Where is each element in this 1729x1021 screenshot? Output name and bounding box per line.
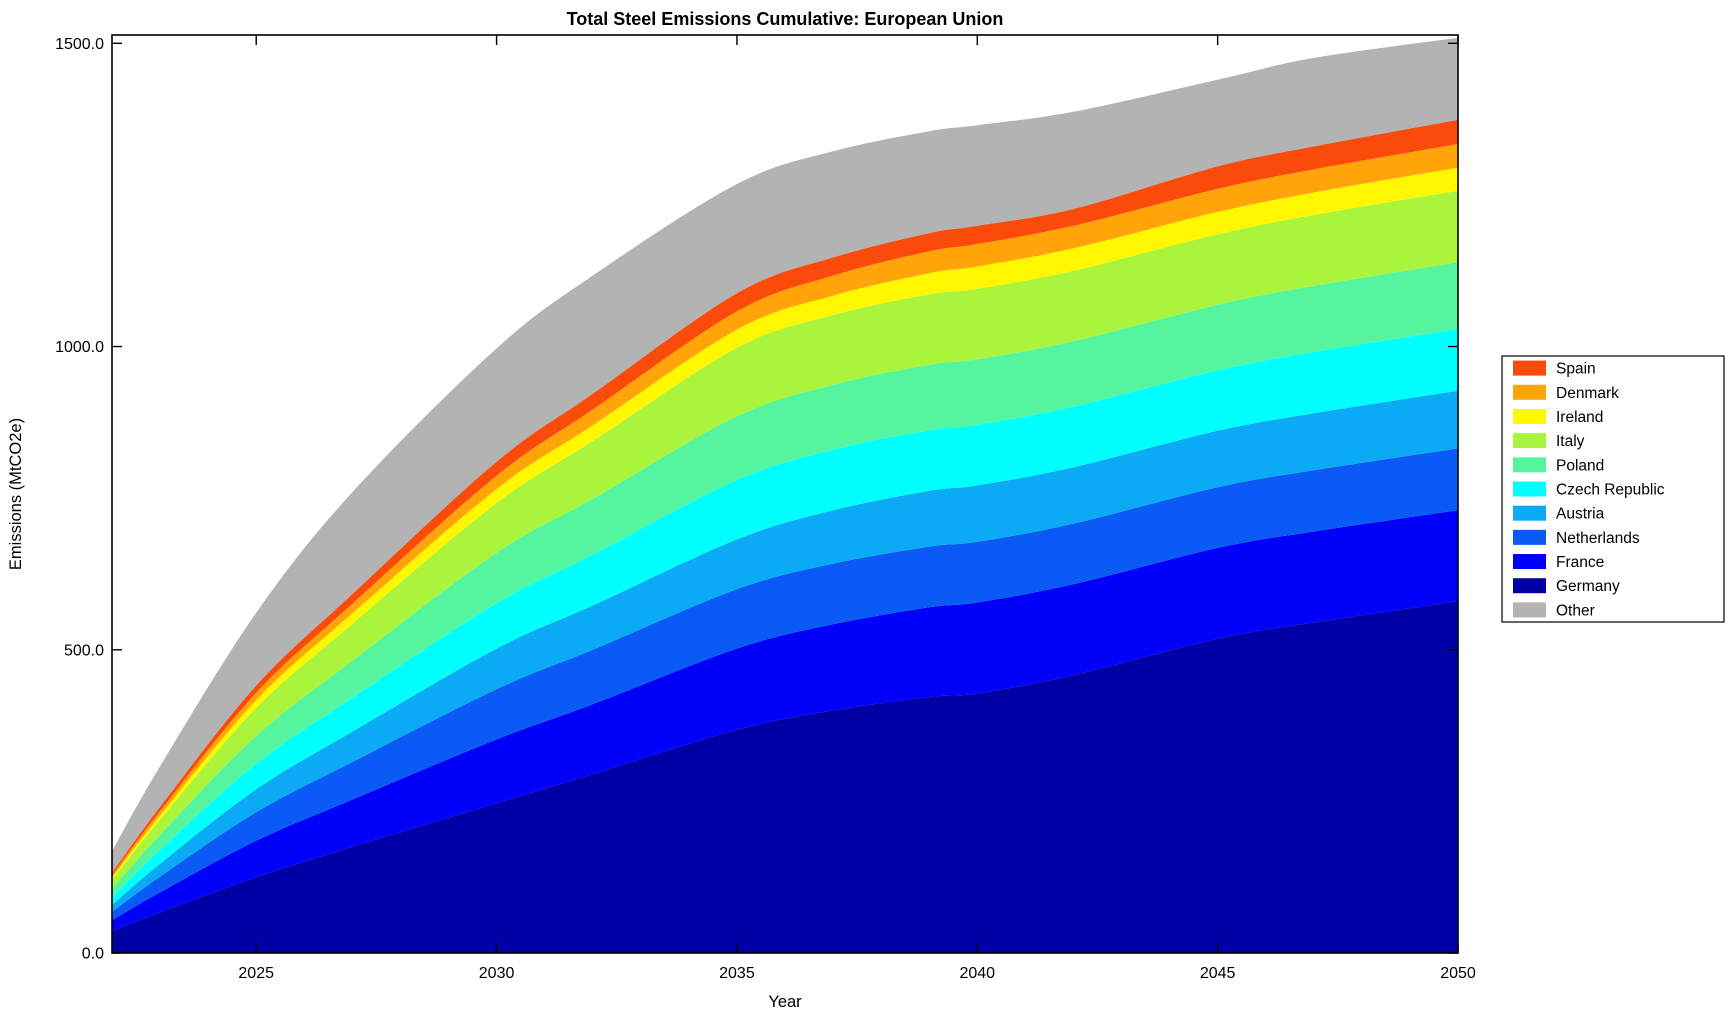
area-denmark — [112, 144, 1458, 878]
legend-label-other: Other — [1556, 602, 1595, 619]
legend-label-denmark: Denmark — [1556, 385, 1619, 402]
legend-swatch-other — [1513, 602, 1546, 618]
legend: Spain Denmark Ireland Italy Poland Czech Repu… — [1501, 355, 1725, 623]
axis-ticks — [112, 35, 1459, 954]
y-tick-label-500.0: 500.0 — [64, 642, 104, 659]
axis-tick-labels: 2025 2030 2035 2040 2045 2050 0.0 500.0 1000.0 15… — [55, 36, 1476, 982]
legend-item-spain: Spain — [1513, 360, 1596, 378]
area-poland — [112, 262, 1458, 898]
legend-label-germany: Germany — [1556, 578, 1620, 595]
legend-item-germany: Germany — [1513, 578, 1620, 595]
legend-item-netherlands: Netherlands — [1513, 529, 1640, 547]
legend-label-netherlands: Netherlands — [1556, 530, 1640, 547]
x-tick-label-2035: 2035 — [719, 965, 755, 982]
legend-swatch-denmark — [1513, 384, 1546, 400]
x-tick-label-2025: 2025 — [238, 965, 274, 982]
y-tick-label-1500.0: 1500.0 — [55, 36, 104, 53]
legend-item-denmark: Denmark — [1513, 384, 1619, 402]
legend-swatch-austria — [1513, 505, 1546, 521]
area-ireland — [112, 167, 1458, 881]
area-germany — [112, 601, 1458, 953]
area-czech-republic — [112, 328, 1458, 906]
legend-swatch-france — [1513, 554, 1546, 570]
legend-item-poland: Poland — [1513, 457, 1604, 474]
y-axis-label: Emissions (MtCO2e) — [7, 418, 25, 570]
chart-title: Total Steel Emissions Cumulative: Europe… — [567, 9, 1004, 29]
area-austria — [112, 390, 1458, 912]
legend-swatch-czech-republic — [1513, 481, 1546, 497]
legend-item-other: Other — [1513, 602, 1595, 619]
legend-label-italy: Italy — [1556, 433, 1585, 450]
legend-label-poland: Poland — [1556, 457, 1604, 474]
area-netherlands — [112, 448, 1458, 921]
x-tick-label-2050: 2050 — [1440, 965, 1476, 982]
legend-swatch-spain — [1513, 360, 1546, 376]
legend-item-austria: Austria — [1513, 505, 1605, 523]
legend-item-france: France — [1513, 554, 1604, 571]
legend-swatch-poland — [1513, 457, 1546, 473]
legend-label-ireland: Ireland — [1556, 409, 1603, 426]
legend-swatch-germany — [1513, 578, 1546, 594]
legend-label-austria: Austria — [1556, 506, 1605, 523]
legend-swatch-italy — [1513, 433, 1546, 449]
legend-item-italy: Italy — [1513, 433, 1585, 450]
stacked-areas — [112, 37, 1458, 953]
y-tick-label-0.0: 0.0 — [82, 946, 104, 963]
plot-frame — [111, 34, 1459, 954]
legend-label-france: France — [1556, 554, 1604, 571]
legend-item-ireland: Ireland — [1513, 408, 1603, 426]
plot-box — [111, 34, 1459, 954]
legend-item-czech-republic: Czech Republic — [1513, 481, 1665, 499]
legend-label-spain: Spain — [1556, 361, 1596, 378]
legend-swatch-netherlands — [1513, 529, 1546, 545]
x-axis-label: Year — [768, 993, 802, 1011]
x-tick-label-2045: 2045 — [1200, 965, 1236, 982]
area-other — [112, 37, 1458, 873]
x-tick-label-2040: 2040 — [959, 965, 995, 982]
legend-swatch-ireland — [1513, 408, 1546, 424]
legend-label-czech-republic: Czech Republic — [1556, 482, 1665, 499]
x-tick-label-2030: 2030 — [479, 965, 515, 982]
y-tick-label-1000.0: 1000.0 — [55, 339, 104, 356]
area-italy — [112, 190, 1458, 889]
area-france — [112, 510, 1458, 932]
